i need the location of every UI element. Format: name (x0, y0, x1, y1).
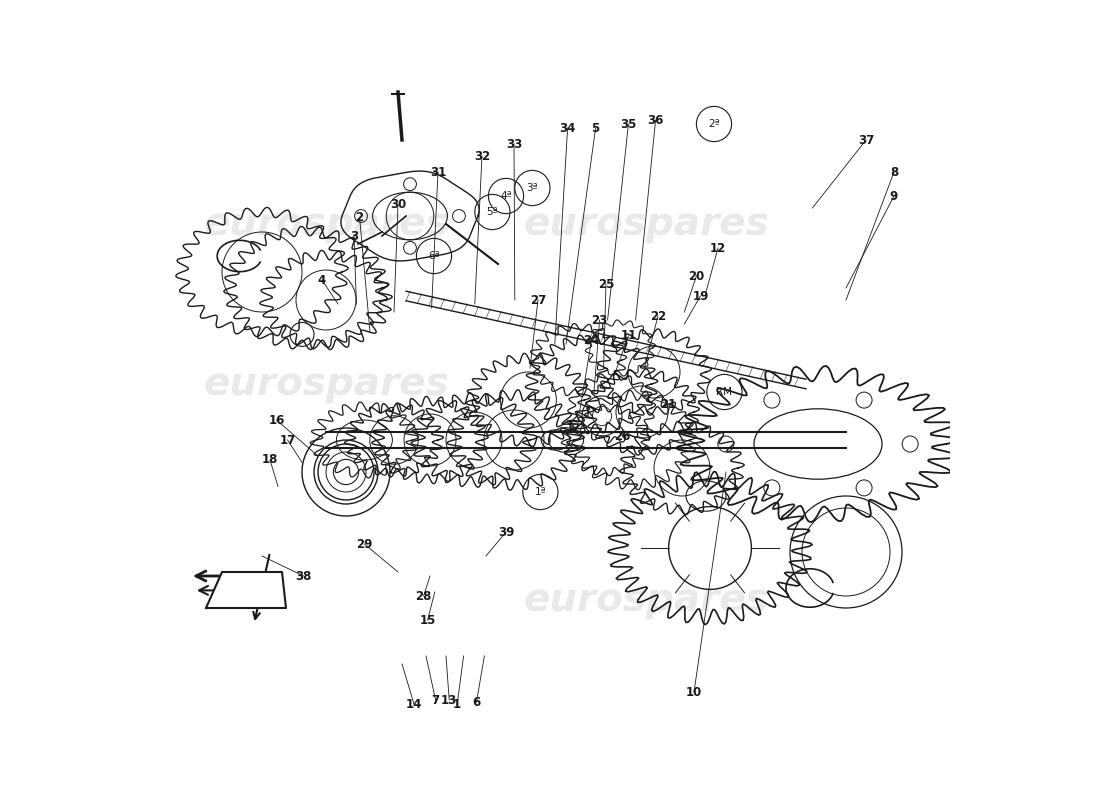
Text: 39: 39 (498, 526, 514, 538)
Text: 22: 22 (650, 310, 667, 322)
Text: 30: 30 (389, 198, 406, 210)
Text: eurospares: eurospares (524, 581, 769, 619)
Text: 15: 15 (419, 614, 436, 626)
Text: 14: 14 (406, 698, 422, 710)
Text: 3ª: 3ª (527, 183, 538, 193)
Text: 16: 16 (268, 414, 285, 426)
Text: 12: 12 (710, 242, 726, 254)
Text: 21: 21 (660, 398, 676, 410)
Text: eurospares: eurospares (204, 365, 449, 403)
Text: 1ª: 1ª (535, 487, 547, 497)
Text: 10: 10 (686, 686, 702, 698)
Text: 3: 3 (350, 230, 359, 242)
Text: 18: 18 (262, 454, 278, 466)
Text: 8: 8 (890, 166, 898, 178)
Text: 33: 33 (506, 138, 522, 150)
Text: 19: 19 (692, 290, 708, 302)
Text: 5: 5 (592, 122, 600, 134)
Text: 1: 1 (453, 698, 461, 710)
Text: 2ª: 2ª (708, 119, 719, 129)
Text: 24: 24 (583, 334, 600, 346)
Text: 25: 25 (597, 278, 614, 290)
Text: 28: 28 (416, 590, 432, 602)
Text: 2: 2 (355, 211, 364, 224)
Text: 27: 27 (530, 294, 546, 306)
Text: 36: 36 (648, 114, 663, 126)
Text: 7: 7 (431, 694, 440, 706)
Text: eurospares: eurospares (524, 205, 769, 243)
Text: 31: 31 (430, 166, 447, 178)
Text: 4: 4 (318, 274, 326, 286)
Text: 26: 26 (614, 430, 630, 442)
Text: 9: 9 (890, 190, 898, 202)
Polygon shape (206, 572, 286, 608)
Text: 4ª: 4ª (500, 191, 512, 201)
Text: 17: 17 (279, 434, 296, 446)
Text: 20: 20 (689, 270, 704, 282)
Text: 6ª: 6ª (428, 251, 440, 261)
Text: 11: 11 (620, 330, 637, 342)
Text: 5ª: 5ª (486, 207, 498, 217)
Text: 38: 38 (296, 570, 311, 582)
Text: eurospares: eurospares (204, 205, 449, 243)
Text: 32: 32 (474, 150, 491, 162)
Text: 23: 23 (592, 314, 607, 326)
Text: 6: 6 (472, 696, 481, 709)
Text: RM: RM (716, 387, 733, 397)
Text: 34: 34 (560, 122, 575, 134)
Text: 29: 29 (356, 538, 373, 550)
Text: 37: 37 (858, 134, 874, 146)
Text: 13: 13 (441, 694, 458, 706)
Text: 35: 35 (620, 118, 637, 130)
